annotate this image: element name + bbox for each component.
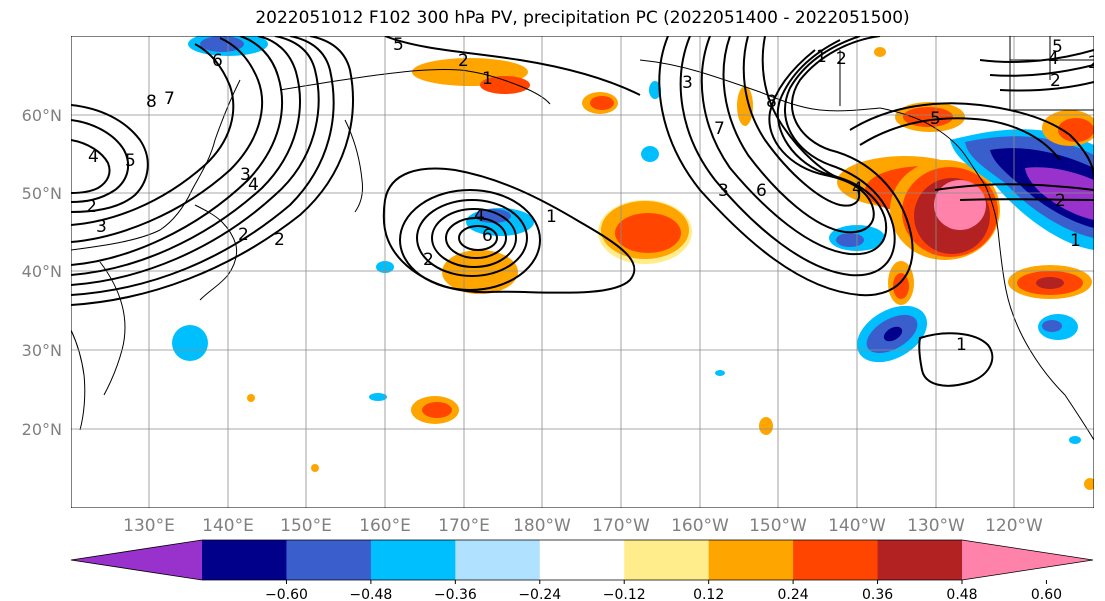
pv-label: 5	[1052, 37, 1063, 57]
pv-label: 7	[164, 89, 175, 109]
colorbar-tick-label: −0.36	[434, 587, 477, 601]
colorbar-swatch	[877, 540, 963, 580]
pv-label: 1	[546, 207, 557, 227]
map-title: 2022051012 F102 300 hPa PV, precipitatio…	[255, 8, 910, 28]
pv-label: 5	[393, 35, 404, 55]
pv-label: 2	[423, 250, 434, 270]
colorbar-tick-label: 0.12	[693, 587, 724, 601]
colorbar-swatch	[624, 540, 710, 580]
colorbar-tick-label: 0.60	[1031, 587, 1062, 601]
colorbar-tick-label: −0.48	[349, 587, 392, 601]
pv-label: 3	[718, 181, 729, 201]
lon-label: 150°E	[280, 516, 332, 536]
colorbar-tick-label: 0.36	[862, 587, 893, 601]
pv-label: 2	[238, 225, 249, 245]
pv-label: 4	[248, 175, 259, 195]
pv-label: 3	[96, 217, 107, 237]
pv-label: 6	[756, 181, 767, 201]
pv-label: 2	[1088, 53, 1099, 73]
pv-label: 4	[1048, 49, 1059, 69]
pv-contours	[71, 36, 1094, 387]
lat-label-30n: 30°N	[22, 341, 62, 360]
colorbar-swatch	[370, 540, 456, 580]
colorbar-tick-label: 0.24	[778, 587, 809, 601]
lon-label: 170°W	[592, 516, 650, 536]
pv-label: 6	[482, 226, 493, 246]
lon-label: 180°W	[513, 516, 571, 536]
precipitation-shading	[172, 36, 1094, 490]
pv-label: 1	[816, 47, 827, 67]
colorbar-tick-label: −0.60	[265, 587, 308, 601]
pv-label: 2	[86, 197, 97, 217]
colorbar-swatch	[455, 540, 541, 580]
lat-label-40n: 40°N	[22, 262, 62, 281]
pv-label: 1	[1070, 231, 1081, 251]
pv-label: 3	[240, 165, 251, 185]
colorbar-tick-label: −0.12	[603, 587, 646, 601]
pv-label: 2	[458, 51, 469, 71]
lon-label: 150°W	[749, 516, 807, 536]
pv-label: 6	[212, 51, 223, 71]
lon-label: 140°W	[828, 516, 886, 536]
map-area: 6 8 7 4 5 2 3 3 2 4 2 2 1 5 2 1 4 6 2 1 …	[71, 35, 1099, 508]
lon-label: 140°E	[202, 516, 254, 536]
colorbar-swatch	[793, 540, 879, 580]
pv-label: 2	[1055, 191, 1066, 211]
pv-label: 4	[88, 147, 99, 167]
lat-label-60n: 60°N	[22, 106, 62, 125]
colorbar-swatch	[962, 540, 1093, 580]
lat-label-20n: 20°N	[22, 420, 62, 439]
colorbar-outline	[70, 539, 1094, 581]
colorbar-swatch	[539, 540, 625, 580]
lon-label: 170°E	[438, 516, 490, 536]
colorbar-tick-label: 0.48	[946, 587, 977, 601]
pv-label: 7	[714, 119, 725, 139]
lon-label: 120°W	[985, 516, 1043, 536]
colorbar-swatch	[71, 540, 202, 580]
pv-label: 4	[474, 206, 485, 226]
pv-label: 2	[836, 49, 847, 69]
latitude-labels: 60°N 50°N 40°N 30°N 20°N	[22, 106, 62, 439]
lon-label: 160°E	[359, 516, 411, 536]
pv-label: 5	[125, 151, 136, 171]
lat-label-50n: 50°N	[22, 184, 62, 203]
colorbar-swatch	[286, 540, 372, 580]
colorbar-swatch	[708, 540, 794, 580]
pv-label: 1	[482, 69, 493, 89]
pv-label: 2	[274, 230, 285, 250]
grid-lines	[71, 36, 1094, 508]
longitude-labels: 130°E 140°E 150°E 160°E 170°E 180°W 170°…	[123, 516, 1043, 536]
lon-label: 130°E	[123, 516, 175, 536]
pv-label: 5	[930, 109, 941, 129]
colorbar-swatch	[202, 540, 287, 580]
colorbar-tick-label: −0.24	[518, 587, 561, 601]
lon-label: 160°W	[671, 516, 729, 536]
lon-label: 130°W	[907, 516, 965, 536]
pv-label: 8	[146, 92, 157, 112]
pv-label: 2	[1050, 71, 1061, 91]
pv-contour-labels: 6 8 7 4 5 2 3 3 2 4 2 2 1 5 2 1 4 6 2 1 …	[86, 35, 1099, 355]
pv-label: 3	[682, 73, 693, 93]
pv-label: 4	[852, 179, 863, 199]
pv-label: 8	[766, 92, 777, 112]
pv-label: 1	[956, 335, 967, 355]
colorbar: −0.60 −0.48 −0.36 −0.24 −0.12 0.12 0.24 0.36 0.4…	[70, 539, 1094, 601]
